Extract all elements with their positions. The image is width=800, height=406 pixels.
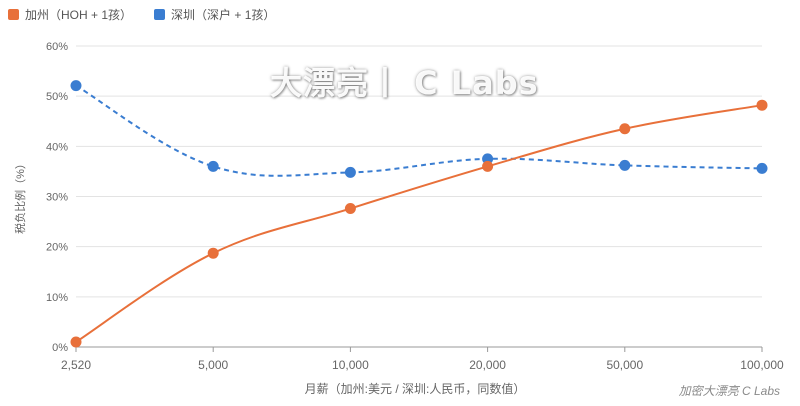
x-axis-title: 月薪（加州:美元 / 深圳:人民币，同数值） — [304, 382, 526, 396]
data-point-california — [344, 203, 356, 215]
legend-item-california[interactable]: 加州（HOH + 1孩） — [8, 6, 132, 23]
legend-swatch-california — [8, 9, 19, 20]
y-tick-label: 50% — [46, 91, 68, 103]
data-point-shenzhen — [70, 80, 82, 92]
legend: 加州（HOH + 1孩） 深圳（深户 + 1孩） — [8, 6, 275, 23]
x-tick-label: 50,000 — [606, 358, 643, 372]
x-tick-label: 2,520 — [61, 358, 91, 372]
credit-text: 加密大漂亮 C Labs — [678, 384, 780, 398]
data-point-california — [619, 123, 631, 135]
x-tick-label: 10,000 — [332, 358, 369, 372]
series-line-california — [75, 104, 763, 343]
x-tick-label: 20,000 — [469, 358, 506, 372]
data-point-shenzhen — [207, 160, 219, 172]
legend-label-california: 加州（HOH + 1孩） — [25, 8, 133, 22]
x-tick-label: 100,000 — [740, 358, 784, 372]
legend-item-shenzhen[interactable]: 深圳（深户 + 1孩） — [154, 6, 275, 23]
watermark: 大漂亮丨 C Labs — [270, 64, 539, 102]
data-point-shenzhen — [756, 162, 768, 174]
data-point-california — [482, 160, 494, 172]
data-point-shenzhen — [344, 166, 356, 178]
y-tick-label: 10% — [46, 292, 68, 304]
y-axis-title: 税负比例（%） — [15, 158, 27, 234]
x-tick-label: 5,000 — [198, 358, 228, 372]
y-tick-label: 30% — [46, 192, 68, 204]
legend-swatch-shenzhen — [154, 9, 166, 20]
legend-label-shenzhen: 深圳（深户 + 1孩） — [171, 8, 276, 22]
y-tick-label: 60% — [46, 41, 68, 53]
data-point-shenzhen — [619, 159, 631, 171]
y-tick-label: 0% — [52, 342, 68, 354]
y-tick-label: 40% — [46, 141, 68, 153]
series-line-shenzhen — [75, 84, 763, 177]
data-point-california — [70, 336, 82, 348]
data-point-california — [207, 247, 219, 259]
data-point-california — [756, 99, 768, 111]
y-tick-label: 20% — [46, 242, 68, 254]
data-point-shenzhen — [482, 153, 494, 165]
